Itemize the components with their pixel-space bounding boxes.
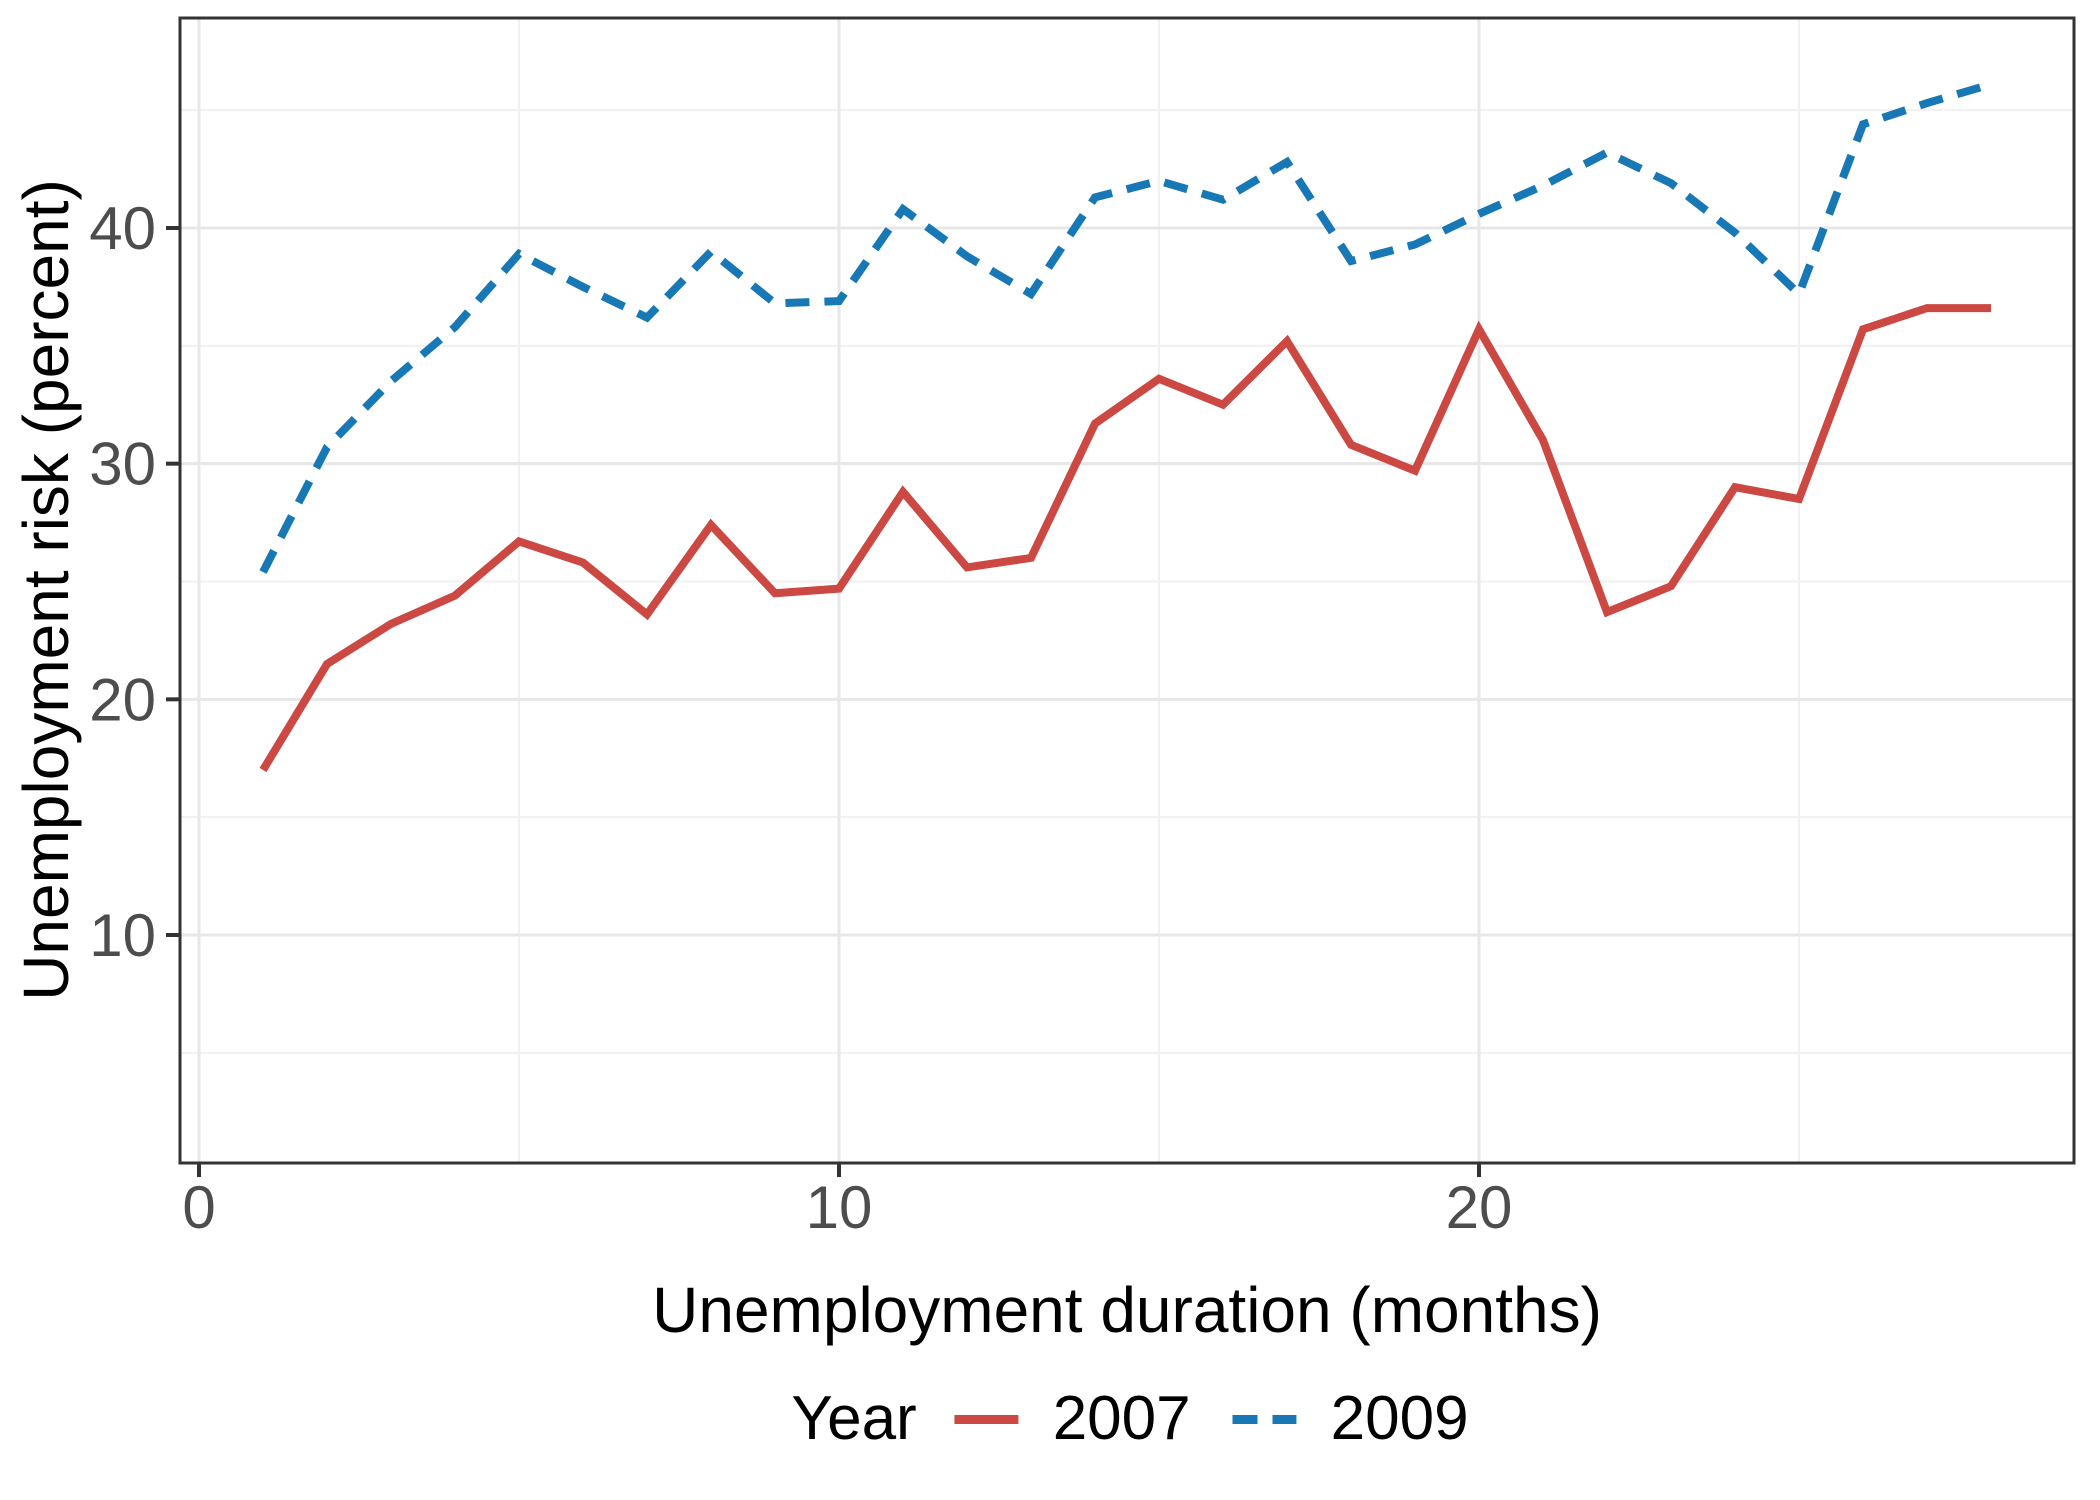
x-axis-title: Unemployment duration (months) [652, 1274, 1602, 1346]
y-tick-label: 20 [89, 666, 156, 733]
legend-label-2009: 2009 [1330, 1384, 1469, 1453]
legend-entry-2007: 2007 [954, 1384, 1191, 1453]
y-tick-label: 10 [89, 902, 156, 969]
x-tick-label: 10 [806, 1174, 873, 1241]
y-axis-title: Unemployment risk (percent) [10, 179, 82, 1001]
y-tick-label: 40 [89, 195, 156, 262]
legend-key-solid-line-icon [954, 1414, 1019, 1424]
y-tick-label: 30 [89, 431, 156, 498]
x-tick-label: 0 [182, 1174, 215, 1241]
series-line-2009 [259, 80, 1993, 574]
legend-label-2007: 2007 [1052, 1384, 1191, 1453]
legend: Year 2007 2009 [791, 1388, 1468, 1450]
legend-key-dashed-line-icon [1232, 1414, 1297, 1424]
series-line-2007 [259, 304, 1991, 773]
panel-border [178, 16, 2076, 1165]
x-tick-label: 20 [1446, 1174, 1513, 1241]
legend-entry-2009: 2009 [1232, 1384, 1469, 1453]
legend-title: Year [791, 1384, 917, 1453]
